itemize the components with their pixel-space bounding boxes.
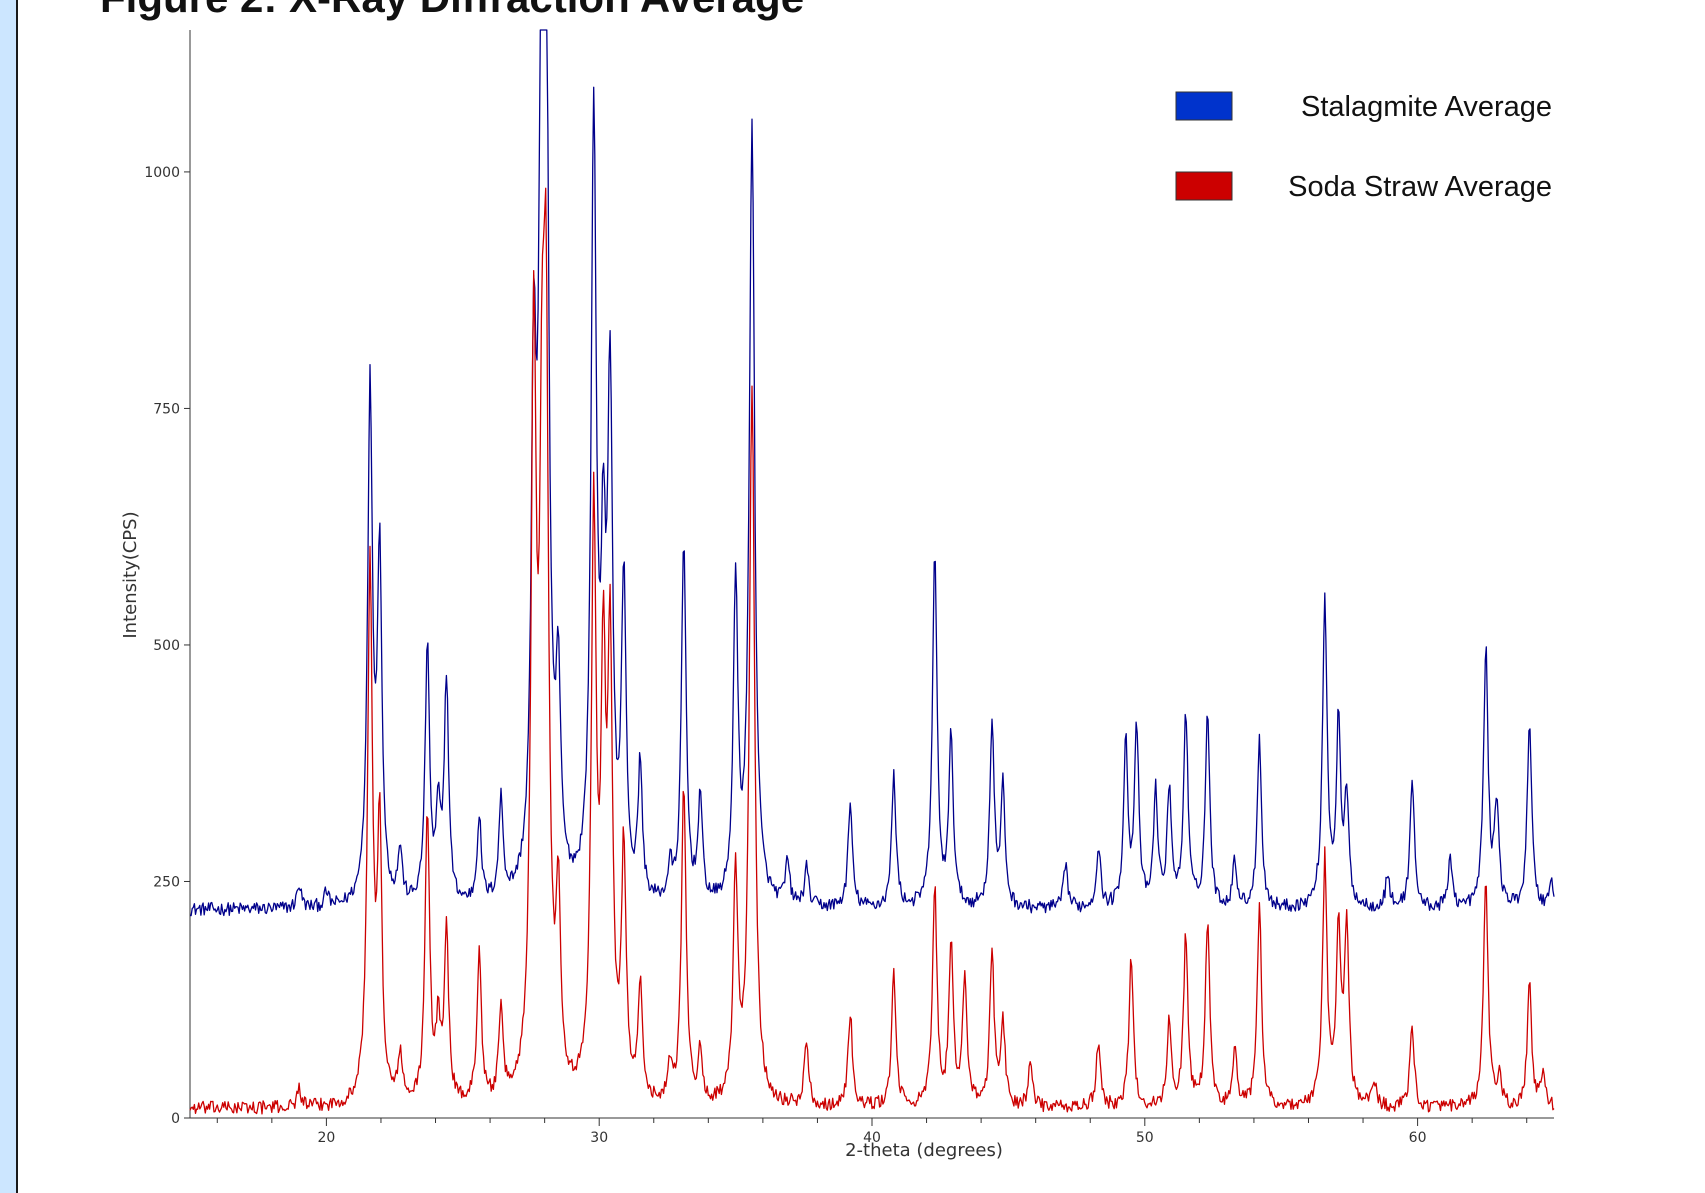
figure-heading: Figure 2: X-Ray Diffraction Average [100,0,804,22]
slide-panel: Figure 2: X-Ray Diffraction Average 0 250… [18,0,1705,1193]
series-line-soda-straw-average [189,187,1555,1115]
y-tick-label-750: 750 [153,401,180,417]
y-tick-label-250: 250 [153,874,180,890]
x-tick-label-40: 40 [863,1130,881,1146]
x-tick-label-50: 50 [1136,1130,1154,1146]
legend-label-stalagmite-average: Stalagmite Average [1301,91,1552,123]
x-axis-label: 2-theta (degrees) [845,1140,1003,1161]
y-tick-label-1000: 1000 [144,165,180,181]
series-line-stalagmite-average [189,29,1555,917]
y-tick-label-0: 0 [171,1111,180,1127]
chart-legend: Stalagmite Average Soda Straw Average [1175,91,1552,203]
x-tick-label-20: 20 [317,1130,335,1146]
y-axis-label: Intensity(CPS) [120,511,141,638]
xrd-chart: 0 250 500 750 1000 20 30 40 50 60 Stalagmite Aver… [120,29,1555,1161]
slide-sidebar-strip [0,0,18,1193]
x-tick-label-30: 30 [590,1130,608,1146]
legend-swatch-stalagmite-average [1175,91,1233,121]
x-tick-label-60: 60 [1409,1130,1427,1146]
y-tick-label-500: 500 [153,638,180,654]
legend-label-soda-straw-average: Soda Straw Average [1288,171,1552,203]
chart-ticks: 0 250 500 750 1000 20 30 40 50 60 [144,165,1528,1146]
chart-series-layer [189,29,1555,1115]
legend-swatch-soda-straw-average [1175,171,1233,201]
